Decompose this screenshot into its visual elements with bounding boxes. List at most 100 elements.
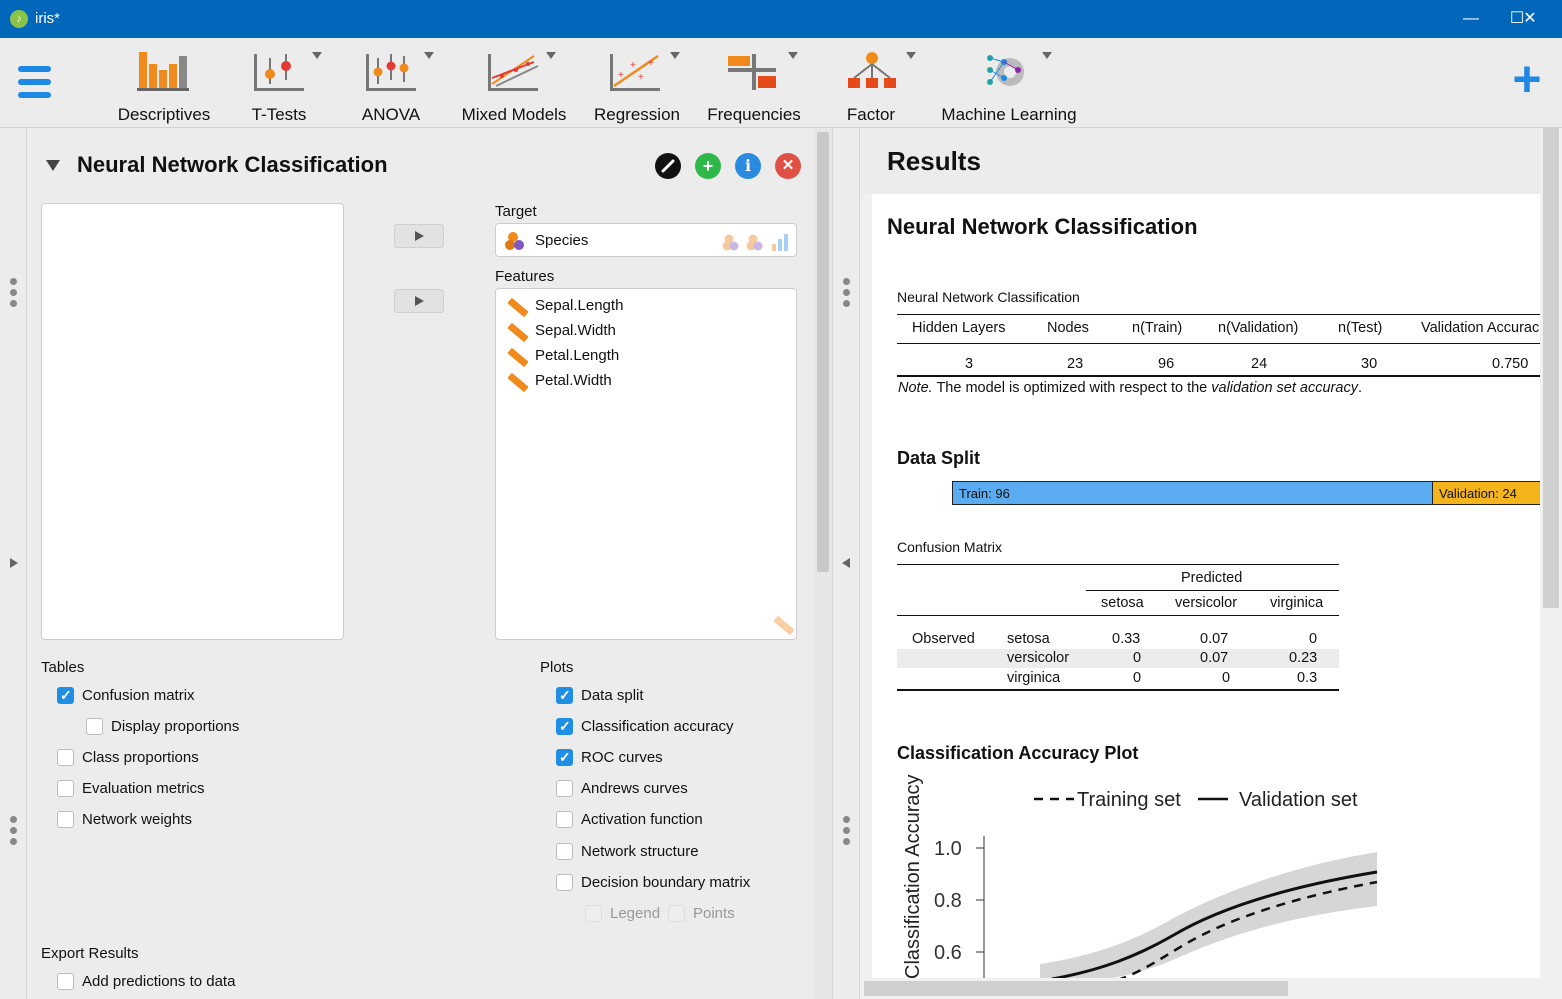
table-rule (897, 375, 1540, 377)
col-header: Nodes (1047, 320, 1089, 336)
training-line (1119, 880, 1378, 978)
ribbon-label: Machine Learning (941, 105, 1077, 124)
target-label: Target (495, 203, 537, 220)
cell: 0.23 (1289, 650, 1318, 666)
svg-text:+: + (618, 70, 624, 81)
info-icon: i (744, 156, 752, 175)
expand-data-icon[interactable] (10, 558, 18, 568)
move-to-target-button[interactable] (394, 224, 444, 248)
validation-split-bar: Validation: 24 (1432, 481, 1540, 505)
tables-section-label: Tables (41, 659, 85, 676)
cell: 3 (965, 356, 974, 372)
col-header: Validation Accurac (1421, 320, 1540, 336)
cell: 23 (1067, 356, 1084, 372)
row-label: versicolor (1007, 650, 1070, 666)
plots-section-label: Plots (540, 659, 574, 676)
ribbon-label: Mixed Models (461, 105, 567, 124)
accuracy-plot-title: Classification Accuracy Plot (897, 743, 1139, 763)
cell: 0.3 (1297, 670, 1318, 686)
close-window-button[interactable]: ✕ (1523, 10, 1537, 27)
mixed-models-icon (488, 54, 539, 91)
allowed-types-icon (722, 234, 788, 251)
results-title: Results (887, 146, 981, 176)
cell: 0 (1133, 650, 1142, 666)
menu-hamburger-icon[interactable] (18, 66, 52, 98)
options-scrollbar[interactable] (814, 128, 832, 999)
drag-handle-icon[interactable] (10, 816, 18, 849)
class-header: virginica (1270, 595, 1324, 611)
export-section-label: Export Results (41, 945, 139, 962)
ribbon-label: Factor (846, 105, 896, 124)
class-header: setosa (1101, 595, 1144, 611)
ribbon-factor[interactable]: Factor (838, 48, 916, 124)
analysis-title: Neural Network Classification (77, 152, 388, 177)
minimize-button[interactable]: — (1463, 10, 1479, 27)
ribbon-descriptives[interactable]: Descriptives (112, 48, 216, 124)
ribbon-machine-learning[interactable]: Machine Learning (936, 48, 1082, 124)
drag-handle-icon[interactable] (10, 278, 18, 311)
target-field[interactable]: Species (495, 223, 797, 257)
svg-text:+: + (630, 60, 636, 71)
ribbon-mixed-models[interactable]: Mixed Models (458, 48, 570, 124)
row-label: virginica (1007, 670, 1061, 686)
add-module-button[interactable]: + (1512, 51, 1542, 107)
y-tick-label: 0.6 (934, 942, 962, 964)
class-header: versicolor (1175, 595, 1238, 611)
results-analysis-title: Neural Network Classification (887, 214, 1198, 239)
main-table-title: Neural Network Classification (897, 289, 1080, 305)
data-split-title: Data Split (897, 448, 981, 468)
cell: 0 (1309, 631, 1318, 647)
ribbon-frequencies[interactable]: Frequencies (704, 48, 804, 124)
ribbon-anova[interactable]: ANOVA (352, 48, 434, 124)
table-rule (897, 314, 1540, 315)
drag-handle-icon[interactable] (843, 278, 851, 311)
row-label: setosa (1007, 631, 1050, 647)
cell: 0.33 (1112, 631, 1141, 647)
train-split-bar: Train: 96 (952, 481, 1433, 505)
cell: 0.07 (1200, 631, 1229, 647)
table-rule (897, 564, 1339, 565)
move-to-features-button[interactable] (394, 289, 444, 313)
collapse-analysis-icon[interactable] (46, 160, 60, 171)
left-gutter (0, 128, 26, 999)
edit-title-button[interactable] (655, 153, 681, 179)
results-vertical-scrollbar[interactable] (1540, 128, 1562, 978)
minimize-bar (1448, 0, 1494, 30)
svg-text:+: + (638, 72, 644, 83)
app-icon: ♪ (10, 10, 28, 28)
scale-variable-icon (506, 322, 526, 340)
results-horizontal-scrollbar[interactable] (860, 978, 1562, 999)
col-header: Hidden Layers (912, 320, 1006, 336)
features-list[interactable]: Sepal.Length Sepal.Width Petal.Length Pe… (495, 288, 797, 640)
ribbon-regression[interactable]: + + + + Regression (590, 48, 684, 124)
collapse-options-icon[interactable] (842, 558, 850, 568)
table-rule (897, 689, 1339, 691)
duplicate-analysis-button[interactable]: + (695, 153, 721, 179)
accuracy-plot: Training set Validation set Classificati… (902, 774, 1378, 978)
ribbon-label: Descriptives (117, 105, 211, 124)
ribbon-label: Regression (594, 105, 680, 124)
scale-variable-icon (506, 372, 526, 390)
row-stripe (897, 649, 1339, 668)
observed-label: Observed (912, 631, 975, 647)
cell: 96 (1158, 356, 1175, 372)
info-button[interactable]: i (735, 153, 761, 179)
validation-line (1051, 870, 1378, 978)
available-variables-list[interactable] (41, 203, 344, 640)
remove-analysis-button[interactable]: ✕ (775, 153, 801, 179)
maximize-button[interactable]: ☐ (1509, 10, 1525, 27)
table-rule (897, 615, 1339, 616)
scale-type-hint-icon (772, 615, 792, 633)
y-tick-label: 1.0 (934, 838, 962, 860)
ribbon-label: Frequencies (707, 105, 801, 124)
panel-splitter[interactable] (832, 128, 860, 999)
confusion-matrix-title: Confusion Matrix (897, 539, 1003, 555)
regression-icon: ++ ++ (610, 54, 660, 91)
anova-icon (366, 54, 416, 91)
drag-handle-icon[interactable] (843, 816, 851, 849)
y-tick-label: 0.8 (934, 890, 962, 912)
pencil-icon (661, 159, 675, 173)
cell: 0 (1133, 670, 1142, 686)
ribbon-label: T-Tests (251, 105, 307, 124)
ribbon-t-tests[interactable]: T-Tests (240, 48, 322, 124)
